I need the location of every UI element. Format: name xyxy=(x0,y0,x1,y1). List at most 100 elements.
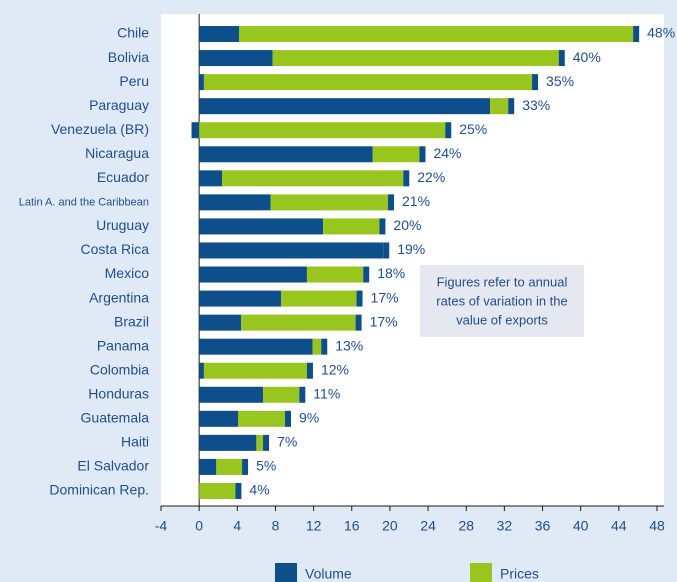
bar-cap xyxy=(403,170,410,187)
bar-segment xyxy=(199,314,242,331)
data-label: 18% xyxy=(377,265,405,281)
x-tick-label: 20 xyxy=(382,518,398,534)
bar-cap xyxy=(299,386,306,403)
category-label: Colombia xyxy=(90,361,149,377)
category-label: Dominican Rep. xyxy=(49,482,149,498)
bar-segment xyxy=(323,218,380,235)
bar-segment xyxy=(199,362,204,379)
bar-segment xyxy=(199,50,273,67)
category-label: Brazil xyxy=(114,313,149,329)
category-label: Guatemala xyxy=(81,410,150,426)
legend-swatch xyxy=(470,563,492,582)
data-label: 24% xyxy=(433,145,461,161)
bar-segment xyxy=(199,146,373,163)
category-label: Chile xyxy=(117,25,149,41)
bar-segment xyxy=(199,434,257,451)
category-label: El Salvador xyxy=(77,458,149,474)
category-label: Paraguay xyxy=(89,97,149,113)
bar-cap xyxy=(306,362,313,379)
category-label: Honduras xyxy=(88,385,149,401)
category-label: Costa Rica xyxy=(81,241,150,257)
bar-segment xyxy=(199,242,384,259)
bar-cap xyxy=(355,314,362,331)
bar-segment xyxy=(312,338,322,355)
data-label: 19% xyxy=(397,241,425,257)
data-label: 11% xyxy=(313,385,340,401)
x-tick-label: 48 xyxy=(649,518,665,534)
bar-cap xyxy=(508,98,515,115)
data-label: 20% xyxy=(393,217,421,233)
bar-cap xyxy=(419,146,426,163)
bar-segment xyxy=(203,74,533,91)
x-tick-label: 16 xyxy=(344,518,360,534)
data-label: 22% xyxy=(417,169,445,185)
bar-cap xyxy=(321,338,328,355)
bar-segment xyxy=(199,26,240,43)
category-label: Peru xyxy=(119,73,149,89)
category-label: Argentina xyxy=(89,289,149,305)
bar-cap xyxy=(363,266,370,283)
bar-segment xyxy=(239,26,634,43)
bar-segment xyxy=(203,362,307,379)
data-label: 17% xyxy=(371,289,399,305)
bar-cap xyxy=(356,290,363,307)
x-tick-label: 4 xyxy=(233,518,241,534)
bar-cap xyxy=(445,122,452,139)
data-label: 7% xyxy=(277,434,297,450)
bar-cap xyxy=(263,434,270,451)
bar-segment xyxy=(241,314,356,331)
bar-segment xyxy=(199,482,236,499)
data-label: 48% xyxy=(647,25,675,41)
x-tick-label: 0 xyxy=(195,518,203,534)
bar-cap xyxy=(383,242,390,259)
x-tick-label: 24 xyxy=(420,518,436,534)
category-label: Ecuador xyxy=(97,169,149,185)
data-label: 35% xyxy=(546,73,574,89)
bar-segment xyxy=(272,50,559,67)
bar-segment xyxy=(281,290,357,307)
data-label: 13% xyxy=(335,337,363,353)
category-label: Uruguay xyxy=(96,217,149,233)
bar-segment xyxy=(199,266,307,283)
category-label: Mexico xyxy=(105,265,150,281)
bar-segment xyxy=(191,122,200,139)
bar-cap xyxy=(532,74,539,91)
bar-segment xyxy=(199,338,313,355)
bar-segment xyxy=(199,218,324,235)
bar-segment xyxy=(199,170,223,187)
legend-label: Volume xyxy=(305,566,352,582)
bar-segment xyxy=(199,74,204,91)
data-label: 17% xyxy=(370,313,398,329)
legend-swatch xyxy=(275,563,297,582)
x-tick-label: -4 xyxy=(155,518,168,534)
data-label: 9% xyxy=(299,410,319,426)
x-tick-label: 32 xyxy=(497,518,513,534)
data-label: 40% xyxy=(573,49,601,65)
bar-segment xyxy=(372,146,420,163)
bar-cap xyxy=(242,458,249,475)
bar-segment xyxy=(263,386,300,403)
bar-cap xyxy=(285,410,291,427)
bar-segment xyxy=(490,98,509,115)
x-tick-label: 8 xyxy=(272,518,280,534)
bar-segment xyxy=(199,98,491,115)
category-label: Venezuela (BR) xyxy=(51,121,149,137)
bar-segment xyxy=(199,410,239,427)
annotation: rates of variation in the xyxy=(436,293,568,308)
category-label: Haiti xyxy=(121,434,149,450)
bar-segment xyxy=(199,194,271,211)
bar-segment xyxy=(216,458,243,475)
bar-segment xyxy=(199,386,264,403)
data-label: 5% xyxy=(256,458,276,474)
bar-cap xyxy=(388,194,395,211)
bar-segment xyxy=(199,458,217,475)
annotation-box xyxy=(420,265,584,337)
category-label: Latin A. and the Caribbean xyxy=(19,196,149,208)
legend-label: Prices xyxy=(500,566,539,582)
category-label: Panama xyxy=(97,337,149,353)
bar-cap xyxy=(558,50,565,67)
bar-segment xyxy=(306,266,364,283)
x-tick-label: 12 xyxy=(306,518,322,534)
x-tick-label: 28 xyxy=(458,518,474,534)
bar-segment xyxy=(238,410,285,427)
